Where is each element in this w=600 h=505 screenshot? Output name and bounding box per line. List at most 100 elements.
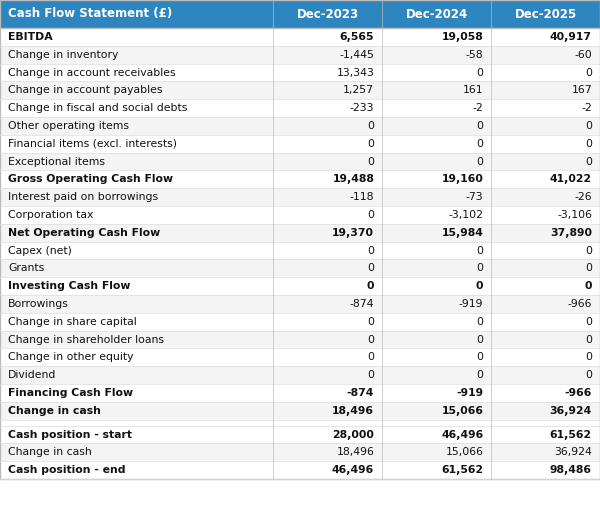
Text: 0: 0: [585, 352, 592, 362]
Text: Capex (net): Capex (net): [8, 245, 72, 256]
Text: Change in share capital: Change in share capital: [8, 317, 137, 327]
Bar: [0, 170, 600, 188]
Bar: [0, 313, 600, 331]
Text: 61,562: 61,562: [441, 465, 484, 475]
Bar: [0, 0, 600, 28]
Text: Change in account payables: Change in account payables: [8, 85, 163, 95]
Bar: [0, 426, 600, 443]
Text: 18,496: 18,496: [332, 406, 374, 416]
Text: Cash position - start: Cash position - start: [8, 429, 132, 439]
Text: -26: -26: [574, 192, 592, 202]
Text: Change in cash: Change in cash: [8, 447, 92, 458]
Text: 0: 0: [476, 157, 484, 167]
Bar: [0, 420, 600, 426]
Text: Dec-2023: Dec-2023: [296, 8, 359, 21]
Text: 0: 0: [367, 352, 374, 362]
Text: 61,562: 61,562: [550, 429, 592, 439]
Text: -58: -58: [466, 49, 484, 60]
Text: 0: 0: [367, 370, 374, 380]
Text: -2: -2: [473, 103, 484, 113]
Bar: [0, 277, 600, 295]
Bar: [0, 99, 600, 117]
Text: 40,917: 40,917: [550, 32, 592, 42]
Text: 0: 0: [585, 157, 592, 167]
Text: 0: 0: [585, 317, 592, 327]
Text: 6,565: 6,565: [340, 32, 374, 42]
Text: 19,488: 19,488: [332, 174, 374, 184]
Text: 0: 0: [585, 121, 592, 131]
Text: Change in fiscal and social debts: Change in fiscal and social debts: [8, 103, 187, 113]
Text: Investing Cash Flow: Investing Cash Flow: [8, 281, 130, 291]
Text: -3,102: -3,102: [448, 210, 484, 220]
Text: 0: 0: [476, 370, 484, 380]
Text: 0: 0: [476, 139, 484, 148]
Text: Financing Cash Flow: Financing Cash Flow: [8, 388, 133, 398]
Bar: [0, 117, 600, 135]
Bar: [0, 366, 600, 384]
Text: Cash position - end: Cash position - end: [8, 465, 125, 475]
Text: 0: 0: [367, 245, 374, 256]
Bar: [0, 28, 600, 46]
Text: 0: 0: [367, 121, 374, 131]
Text: Change in inventory: Change in inventory: [8, 49, 118, 60]
Bar: [0, 384, 600, 402]
Text: 28,000: 28,000: [332, 429, 374, 439]
Bar: [0, 241, 600, 260]
Text: -1,445: -1,445: [340, 49, 374, 60]
Text: -3,106: -3,106: [557, 210, 592, 220]
Text: 19,370: 19,370: [332, 228, 374, 238]
Text: 0: 0: [476, 317, 484, 327]
Text: Gross Operating Cash Flow: Gross Operating Cash Flow: [8, 174, 173, 184]
Text: 0: 0: [476, 281, 484, 291]
Text: Interest paid on borrowings: Interest paid on borrowings: [8, 192, 158, 202]
Text: 161: 161: [463, 85, 484, 95]
Bar: [0, 402, 600, 420]
Text: Net Operating Cash Flow: Net Operating Cash Flow: [8, 228, 160, 238]
Bar: [0, 348, 600, 366]
Text: 41,022: 41,022: [550, 174, 592, 184]
Bar: [0, 206, 600, 224]
Text: 167: 167: [571, 85, 592, 95]
Text: Corporation tax: Corporation tax: [8, 210, 94, 220]
Text: 0: 0: [585, 334, 592, 344]
Text: Change in other equity: Change in other equity: [8, 352, 133, 362]
Text: 1,257: 1,257: [343, 85, 374, 95]
Text: 0: 0: [585, 245, 592, 256]
Bar: [0, 46, 600, 64]
Text: Dividend: Dividend: [8, 370, 56, 380]
Text: -118: -118: [350, 192, 374, 202]
Text: 0: 0: [476, 352, 484, 362]
Text: Cash Flow Statement (£): Cash Flow Statement (£): [8, 8, 172, 21]
Bar: [0, 153, 600, 170]
Text: Other operating items: Other operating items: [8, 121, 129, 131]
Text: -966: -966: [568, 299, 592, 309]
Text: 0: 0: [584, 281, 592, 291]
Text: -919: -919: [459, 299, 484, 309]
Text: Financial items (excl. interests): Financial items (excl. interests): [8, 139, 177, 148]
Bar: [0, 64, 600, 81]
Text: 15,066: 15,066: [442, 406, 484, 416]
Text: Change in shareholder loans: Change in shareholder loans: [8, 334, 164, 344]
Text: 36,924: 36,924: [554, 447, 592, 458]
Text: Dec-2025: Dec-2025: [515, 8, 577, 21]
Text: 19,160: 19,160: [442, 174, 484, 184]
Text: 0: 0: [367, 334, 374, 344]
Text: 0: 0: [585, 139, 592, 148]
Bar: [0, 461, 600, 479]
Bar: [0, 443, 600, 461]
Text: 0: 0: [367, 317, 374, 327]
Text: 0: 0: [367, 263, 374, 273]
Text: -919: -919: [456, 388, 484, 398]
Text: EBITDA: EBITDA: [8, 32, 53, 42]
Text: Change in account receivables: Change in account receivables: [8, 68, 176, 77]
Text: -73: -73: [466, 192, 484, 202]
Text: Borrowings: Borrowings: [8, 299, 69, 309]
Text: 18,496: 18,496: [337, 447, 374, 458]
Text: 0: 0: [367, 157, 374, 167]
Text: 0: 0: [367, 210, 374, 220]
Text: 19,058: 19,058: [442, 32, 484, 42]
Bar: [0, 224, 600, 241]
Text: -233: -233: [350, 103, 374, 113]
Text: Grants: Grants: [8, 263, 44, 273]
Text: 0: 0: [585, 370, 592, 380]
